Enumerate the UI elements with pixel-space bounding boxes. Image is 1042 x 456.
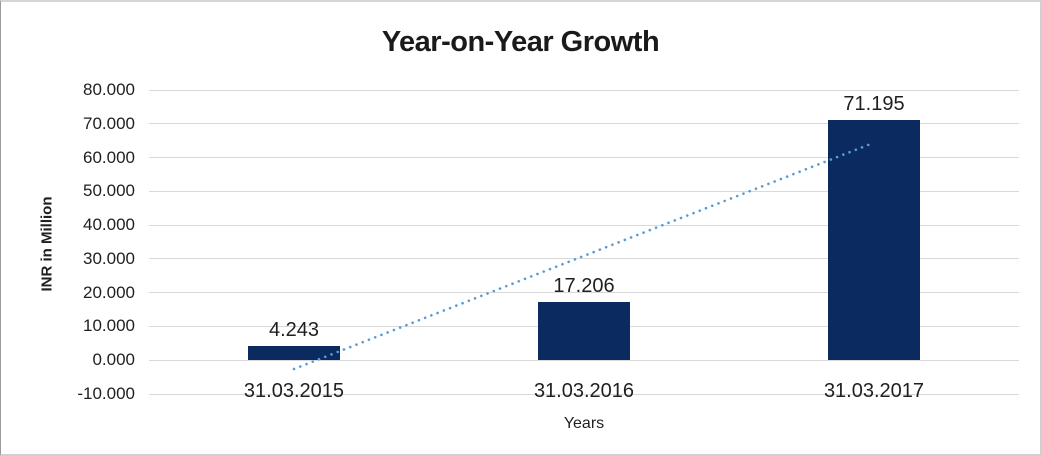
y-tick-label: 70.000 bbox=[83, 113, 135, 133]
y-tick-label: 20.000 bbox=[83, 282, 135, 302]
bar-31.03.2017 bbox=[828, 119, 920, 361]
bar-31.03.2015 bbox=[247, 345, 340, 361]
bar-31.03.2016 bbox=[538, 302, 630, 361]
x-axis-title: Years bbox=[563, 415, 605, 432]
x-tick-label: 31.03.2016 bbox=[533, 380, 635, 402]
y-axis-tick-labels: 80.000 70.000 60.000 50.000 40.000 30.000 20.0… bbox=[1, 81, 135, 403]
y-tick-label: 80.000 bbox=[83, 80, 135, 99]
bar-value-label: 4.243 bbox=[268, 318, 320, 341]
x-tick-label: 31.03.2017 bbox=[823, 380, 925, 402]
y-tick-label: 40.000 bbox=[83, 215, 135, 235]
y-tick-label: 0.000 bbox=[92, 350, 135, 370]
y-tick-label: 30.000 bbox=[83, 248, 135, 268]
gridline bbox=[149, 89, 1019, 91]
chart-title: Year-on-Year Growth bbox=[381, 26, 660, 58]
y-tick-label: 60.000 bbox=[83, 147, 135, 167]
bar-value-label: 71.195 bbox=[843, 92, 905, 115]
bar-value-label: 17.206 bbox=[553, 275, 615, 298]
y-tick-label: -10.000 bbox=[77, 384, 135, 403]
y-tick-label: 50.000 bbox=[83, 181, 135, 201]
plot-area: 4.243 31.03.2015 17.206 31.03.2016 71.195 31.… bbox=[149, 89, 1019, 401]
y-tick-label: 10.000 bbox=[83, 316, 135, 336]
x-tick-label: 31.03.2015 bbox=[243, 380, 345, 402]
